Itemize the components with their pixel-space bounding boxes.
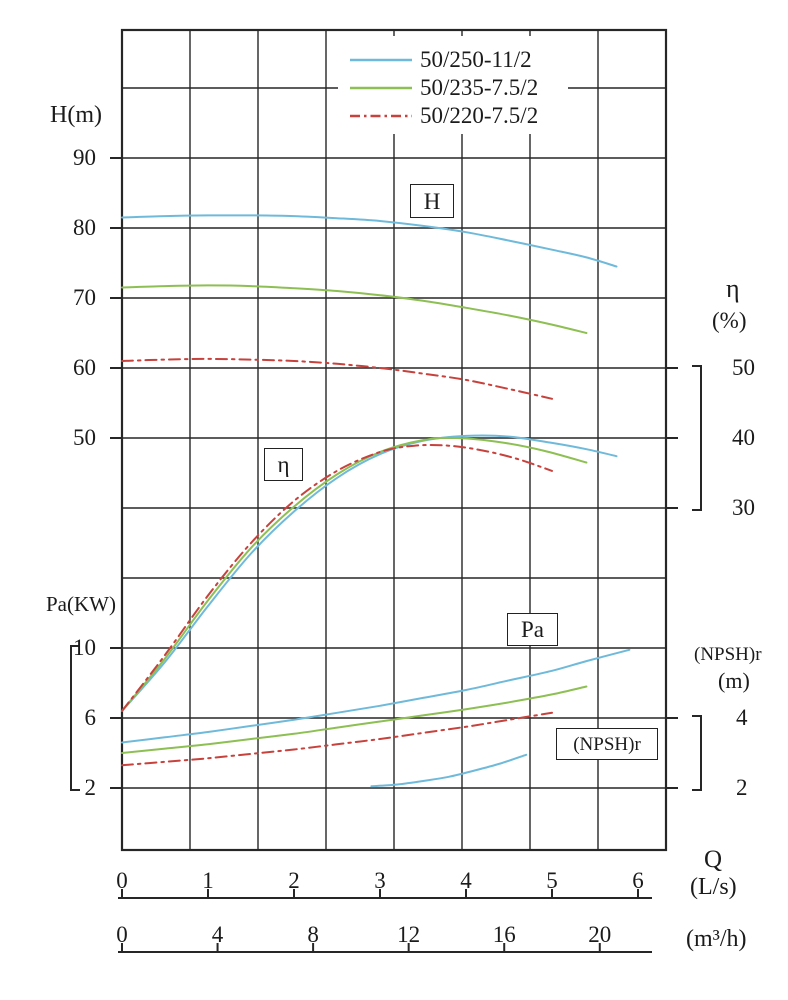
h-axis-tick-label: 60: [73, 355, 96, 380]
npshr-axis-tick-label: 4: [736, 705, 748, 730]
npshr-axis-title: (NPSH)r: [694, 644, 762, 665]
eta-curve-50/250-11/2: [121, 434, 618, 712]
h-axis-tick-label: 70: [73, 285, 96, 310]
pa-axis-tick-label: 6: [84, 705, 97, 730]
legend-backdrop: [338, 36, 568, 134]
flow-ls-tick-label: 2: [288, 868, 300, 893]
flow-axis-unit-m3h: (m³/h): [686, 926, 747, 952]
efficiency-axis-unit: (%): [712, 308, 747, 333]
flow-ls-tick-label: 1: [202, 868, 214, 893]
eta-axis-tick-label: 30: [732, 495, 755, 520]
npshr-axis-tick-label: 2: [736, 775, 748, 800]
npshr-scale-bracket: [692, 715, 702, 791]
power-scale-bracket: [70, 645, 80, 791]
efficiency-scale-bracket: [692, 365, 702, 511]
efficiency-axis-symbol: η: [726, 274, 740, 303]
eta-axis-tick-label: 40: [732, 425, 755, 450]
curve-tag-npshr: (NPSH)r: [556, 728, 658, 760]
flow-m3h-tick-label: 4: [211, 922, 224, 947]
flow-ls-tick-label: 0: [116, 868, 128, 893]
head-axis-title: H(m): [50, 102, 102, 128]
flow-m3h-tick-label: 16: [492, 922, 516, 947]
curve-tag-power: Pa: [507, 613, 558, 646]
flow-ls-tick-label: 3: [374, 868, 386, 893]
eta-curve-50/235-7.5/2: [121, 436, 588, 712]
eta-axis-tick-label: 50: [732, 355, 755, 380]
pa-axis-tick-label: 10: [73, 635, 96, 660]
npshr-curve-50/250-11/2: [370, 753, 528, 788]
h-curve-50/235-7.5/2: [121, 284, 588, 334]
plot-border: [120, 28, 668, 852]
flow-axis-unit-ls: (L/s): [690, 874, 737, 900]
pa-curve-50/250-11/2: [121, 648, 631, 744]
eta-curve-50/220-7.5/2: [121, 443, 553, 712]
power-axis-title: Pa(KW): [46, 592, 116, 616]
h-curve-50/220-7.5/2: [121, 357, 553, 400]
legend-label-model-1: 50/250-11/2: [420, 47, 532, 72]
curve-tag-efficiency: η: [264, 448, 303, 481]
flow-ls-tick-label: 5: [546, 868, 558, 893]
legend-label-model-3: 50/220-7.5/2: [420, 103, 539, 128]
flow-ls-tick-label: 6: [632, 868, 644, 893]
flow-m3h-tick-label: 12: [397, 922, 421, 947]
legend-label-model-2: 50/235-7.5/2: [420, 75, 539, 100]
h-axis-tick-label: 50: [73, 425, 96, 450]
curve-tag-head: H: [410, 184, 454, 218]
h-axis-tick-label: 90: [73, 145, 96, 170]
pa-curve-50/235-7.5/2: [121, 685, 588, 754]
flow-m3h-tick-label: 20: [588, 922, 612, 947]
flow-axis-symbol: Q: [704, 846, 723, 873]
h-curve-50/250-11/2: [121, 214, 618, 268]
h-axis-tick-label: 80: [73, 215, 96, 240]
pa-curve-50/220-7.5/2: [121, 711, 553, 767]
flow-ls-tick-label: 4: [460, 868, 472, 893]
flow-m3h-tick-label: 0: [116, 922, 128, 947]
pa-axis-tick-label: 2: [84, 775, 97, 800]
flow-m3h-tick-label: 8: [307, 922, 319, 947]
npshr-axis-unit: (m): [718, 668, 750, 693]
